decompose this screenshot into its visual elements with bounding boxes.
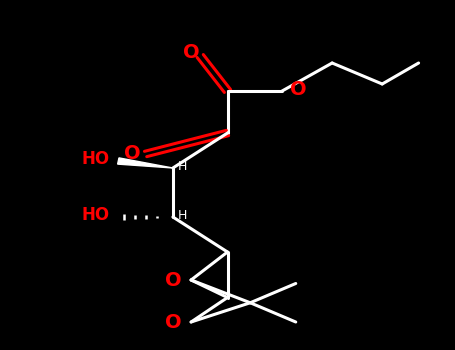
Polygon shape	[118, 158, 173, 168]
Text: O: O	[165, 271, 181, 289]
Text: O: O	[183, 43, 199, 62]
Text: O: O	[165, 313, 181, 331]
Text: O: O	[290, 80, 306, 99]
Text: H: H	[177, 160, 187, 173]
Text: O: O	[124, 145, 140, 163]
Text: HO: HO	[81, 206, 110, 224]
Text: HO: HO	[81, 150, 110, 168]
Text: H: H	[177, 209, 187, 222]
